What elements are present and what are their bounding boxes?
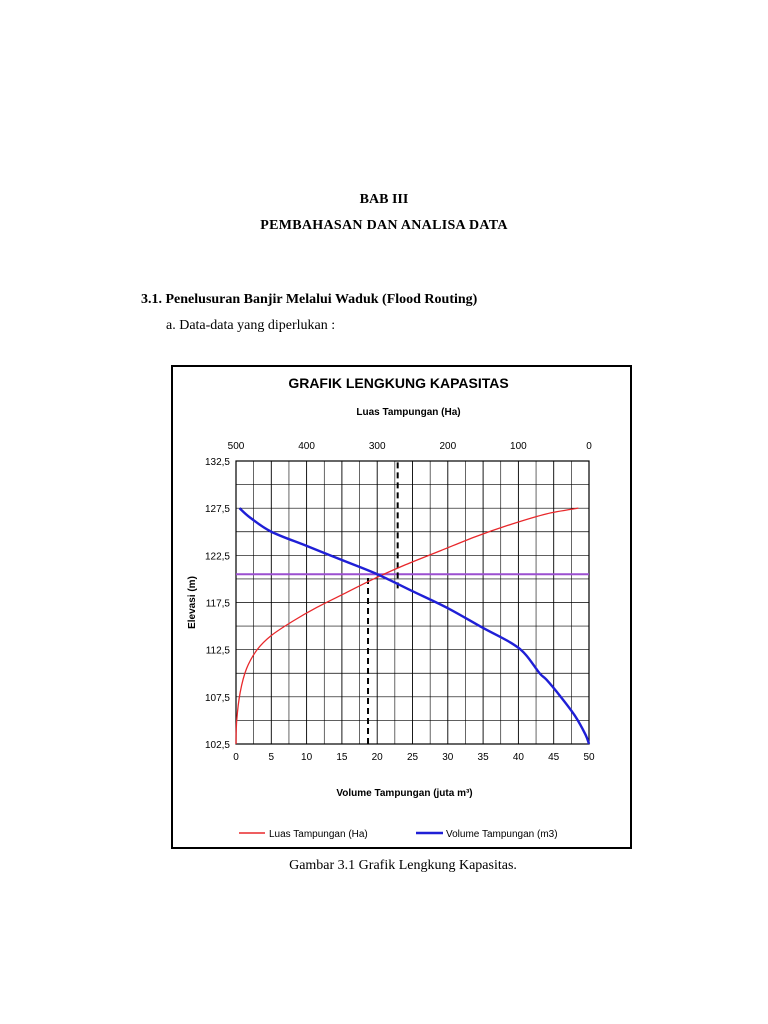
chapter-title: PEMBAHASAN DAN ANALISA DATA	[0, 218, 768, 234]
x-tick-label: 45	[548, 752, 560, 763]
x-tick-label: 10	[301, 752, 313, 763]
chart-figure: GRAFIK LENGKUNG KAPASITAS Luas Tampungan …	[171, 365, 632, 849]
y-tick-label: 132,5	[205, 457, 230, 468]
x-tick-label: 25	[407, 752, 419, 763]
x-axis-label: Volume Tampungan (juta m³)	[336, 788, 472, 799]
x-tick-label: 40	[513, 752, 525, 763]
x-tick-label: 5	[269, 752, 275, 763]
y-tick-label: 107,5	[205, 693, 230, 704]
y-axis-label: Elevasi (m)	[187, 576, 198, 629]
x-tick-label: 30	[442, 752, 454, 763]
chart-title: GRAFIK LENGKUNG KAPASITAS	[288, 375, 508, 391]
top-tick-label: 300	[369, 441, 386, 452]
y-tick-label: 127,5	[205, 504, 230, 515]
top-axis-label: Luas Tampungan (Ha)	[356, 407, 460, 418]
figure-caption: Gambar 3.1 Grafik Lengkung Kapasitas.	[0, 858, 768, 874]
y-tick-label: 112,5	[206, 646, 231, 657]
list-item: a. Data-data yang diperlukan :	[166, 318, 335, 334]
x-tick-label: 35	[478, 752, 490, 763]
capacity-chart: GRAFIK LENGKUNG KAPASITAS Luas Tampungan …	[173, 367, 630, 847]
chapter-heading: BAB III	[0, 192, 768, 208]
top-tick-label: 0	[586, 441, 592, 452]
x-tick-label: 20	[372, 752, 384, 763]
legend-label-luas: Luas Tampungan (Ha)	[269, 829, 368, 840]
legend-label-volume: Volume Tampungan (m3)	[446, 829, 558, 840]
y-tick-label: 102,5	[205, 740, 230, 751]
top-tick-label: 500	[228, 441, 245, 452]
top-tick-label: 200	[439, 441, 456, 452]
top-tick-label: 100	[510, 441, 527, 452]
top-tick-label: 400	[298, 441, 315, 452]
y-tick-label: 117,5	[206, 599, 231, 610]
x-tick-label: 0	[233, 752, 239, 763]
x-tick-label: 50	[583, 752, 595, 763]
section-heading: 3.1. Penelusuran Banjir Melalui Waduk (F…	[141, 292, 477, 308]
x-tick-label: 15	[336, 752, 348, 763]
y-tick-label: 122,5	[205, 551, 230, 562]
